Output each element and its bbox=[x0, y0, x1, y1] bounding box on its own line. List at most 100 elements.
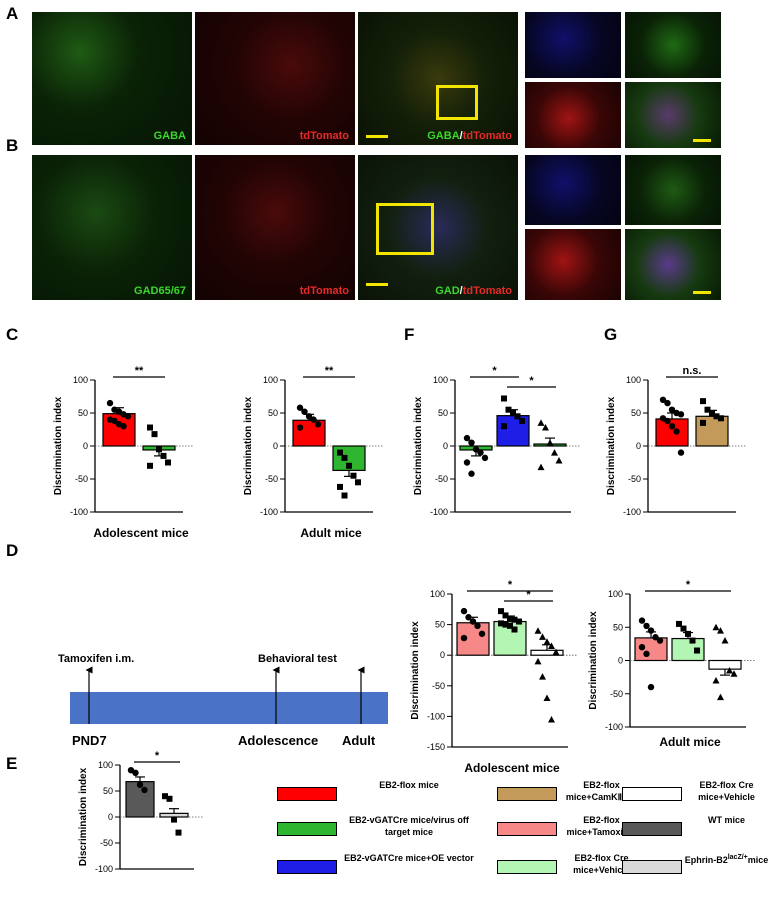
y-tick-label: -50 bbox=[435, 474, 448, 484]
data-point bbox=[677, 449, 685, 456]
y-tick-label: 50 bbox=[613, 622, 623, 632]
y-axis-label: Discrimination index bbox=[78, 767, 89, 866]
data-point bbox=[460, 607, 468, 615]
data-point bbox=[498, 620, 504, 627]
data-point bbox=[700, 419, 706, 426]
y-tick-label: -100 bbox=[260, 507, 278, 517]
y-tick-label: 50 bbox=[103, 786, 113, 796]
data-point bbox=[474, 622, 481, 630]
data-point bbox=[546, 439, 554, 446]
data-point bbox=[643, 622, 650, 630]
data-point bbox=[730, 670, 738, 677]
data-point bbox=[478, 630, 486, 637]
data-point bbox=[502, 612, 509, 619]
zoom-box bbox=[436, 85, 478, 120]
data-point bbox=[162, 793, 168, 800]
data-point bbox=[680, 625, 687, 632]
y-tick-label: 0 bbox=[83, 441, 88, 451]
data-point bbox=[507, 615, 513, 622]
data-point bbox=[106, 399, 114, 407]
data-point bbox=[472, 446, 480, 453]
data-point bbox=[537, 419, 545, 426]
y-tick-label: 100 bbox=[433, 375, 448, 385]
y-tick-label: -100 bbox=[95, 864, 113, 874]
data-point bbox=[647, 683, 655, 691]
micrograph-label: GAD/tdTomato bbox=[435, 285, 512, 297]
y-axis-label: Discrimination index bbox=[588, 611, 599, 710]
timeline-adult-label: Adult bbox=[342, 733, 376, 748]
y-tick-label: 100 bbox=[430, 589, 445, 599]
y-axis-label: Discrimination index bbox=[53, 396, 64, 495]
data-point bbox=[341, 492, 348, 499]
data-point bbox=[507, 622, 513, 629]
scale-bar bbox=[693, 139, 711, 142]
panel-letter-g: G bbox=[604, 325, 618, 344]
y-tick-label: 50 bbox=[631, 408, 641, 418]
significance-label: * bbox=[508, 579, 513, 591]
data-point bbox=[296, 424, 304, 431]
legend-swatch bbox=[622, 860, 682, 874]
y-tick-label: 100 bbox=[608, 589, 623, 599]
data-point bbox=[465, 614, 472, 621]
data-point bbox=[498, 608, 504, 615]
timeline-behavior-label: Behavioral test bbox=[258, 653, 337, 665]
micrograph-label: GABA/tdTomato bbox=[427, 130, 512, 142]
data-point bbox=[694, 647, 700, 654]
data-point bbox=[643, 650, 650, 658]
legend-swatch bbox=[277, 860, 337, 874]
data-point bbox=[337, 449, 343, 456]
significance-label: * bbox=[686, 579, 691, 591]
significance-label: * bbox=[155, 750, 160, 762]
y-tick-label: -50 bbox=[265, 474, 278, 484]
data-point bbox=[120, 423, 127, 430]
data-point bbox=[481, 454, 489, 462]
data-point bbox=[689, 637, 696, 644]
y-tick-label: -100 bbox=[70, 507, 88, 517]
bar bbox=[159, 812, 189, 818]
micrograph-tdtomato-b: tdTomato bbox=[195, 155, 355, 300]
data-point bbox=[296, 404, 304, 411]
zoom-box bbox=[376, 203, 434, 255]
y-tick-label: 50 bbox=[435, 620, 445, 630]
data-point bbox=[301, 408, 308, 415]
data-point bbox=[516, 618, 522, 625]
y-tick-label: 0 bbox=[636, 441, 641, 451]
data-point bbox=[171, 816, 177, 823]
data-point bbox=[677, 411, 685, 418]
data-point bbox=[147, 462, 153, 469]
significance-label: n.s. bbox=[683, 365, 702, 377]
data-point bbox=[310, 416, 317, 423]
y-tick-label: -50 bbox=[610, 689, 623, 699]
legend-label: EB2-flox Cre mice+Vehicle bbox=[698, 780, 755, 802]
data-point bbox=[647, 627, 655, 634]
y-tick-label: 0 bbox=[273, 441, 278, 451]
y-tick-label: 50 bbox=[438, 408, 448, 418]
data-point bbox=[511, 616, 518, 623]
y-tick-label: -100 bbox=[430, 507, 448, 517]
data-point bbox=[501, 423, 507, 430]
data-point bbox=[511, 626, 518, 633]
micrograph-gad: GAD65/67 bbox=[32, 155, 192, 300]
legend-label: EB2-flox mice+CamKⅡCre bbox=[565, 780, 638, 802]
data-point bbox=[151, 431, 158, 438]
data-point bbox=[501, 395, 507, 402]
panel-letter-e: E bbox=[6, 754, 18, 773]
panel-letter-f: F bbox=[404, 325, 415, 344]
y-tick-label: -100 bbox=[605, 722, 623, 732]
legend-label: EB2-vGATCre mice/virus off target mice bbox=[349, 815, 469, 837]
data-point bbox=[537, 463, 545, 471]
y-tick-label: 50 bbox=[78, 408, 88, 418]
data-point bbox=[136, 781, 144, 788]
data-point bbox=[668, 406, 676, 413]
y-tick-label: 0 bbox=[443, 441, 448, 451]
timeline-tamoxifen-label: Tamoxifen i.m. bbox=[58, 653, 135, 665]
data-point bbox=[542, 424, 549, 431]
zoom-merge-b bbox=[625, 229, 721, 300]
micrograph-tdtomato: tdTomato bbox=[195, 12, 355, 145]
legend-swatch bbox=[622, 787, 682, 801]
y-tick-label: -50 bbox=[432, 681, 445, 691]
data-point bbox=[664, 399, 671, 407]
y-tick-label: -50 bbox=[75, 474, 88, 484]
